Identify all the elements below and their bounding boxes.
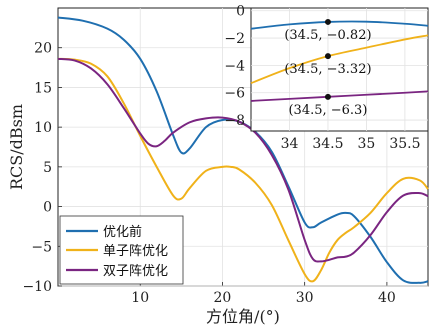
inset-x-tick-label: 35.5 — [389, 136, 420, 152]
inset-y-tick-label: −2 — [224, 31, 245, 47]
inset-marker-label: (34.5, −3.32) — [284, 62, 371, 77]
y-tick-label: 15 — [34, 80, 52, 96]
inset-series-lines — [250, 20, 429, 102]
series-line-2 — [57, 57, 429, 263]
inset-x-tick-label: 34.5 — [312, 136, 343, 152]
legend-label-2: 双子阵优化 — [103, 264, 168, 279]
x-tick-label: 40 — [378, 290, 396, 306]
series-line-0 — [57, 16, 429, 284]
main-series-lines — [57, 16, 429, 284]
inset-marker-point — [324, 93, 331, 100]
y-tick-label: −5 — [31, 239, 52, 255]
x-tick-label: 30 — [296, 290, 314, 306]
legend: 优化前 单子阵优化 双子阵优化 — [59, 215, 184, 285]
inset-y-tick-label: −8 — [224, 113, 245, 129]
inset-series-line-0 — [250, 20, 429, 30]
inset-y-tick-label: 0 — [236, 4, 245, 20]
inset-chart: (34.5, −0.82) (34.5, −3.32) (34.5, −6.3) 3… — [224, 4, 429, 152]
main-tick-labels: 10 20 30 40 20 15 10 5 0 −5 −10 — [22, 41, 395, 306]
inset-plot-area — [250, 7, 429, 132]
y-axis-label: RCS/dBsm — [7, 104, 26, 190]
y-tick-label: 20 — [34, 41, 52, 57]
inset-y-tick-label: −4 — [224, 58, 245, 74]
x-tick-label: 20 — [214, 290, 232, 306]
inset-marker-label: (34.5, −0.82) — [284, 28, 371, 43]
x-axis-label: 方位角/(°) — [206, 307, 280, 326]
inset-marker-label: (34.5, −6.3) — [288, 103, 367, 118]
inset-x-tick-label: 34 — [281, 136, 299, 152]
inset-series-line-2 — [250, 90, 429, 102]
inset-y-tick-label: −6 — [224, 86, 245, 102]
x-tick-label: 10 — [131, 290, 149, 306]
inset-markers: (34.5, −0.82) (34.5, −3.32) (34.5, −6.3) — [284, 18, 372, 118]
y-tick-label: −10 — [22, 279, 52, 295]
legend-label-0: 优化前 — [103, 224, 142, 240]
inset-series-line-1 — [250, 34, 429, 85]
inset-grid — [251, 8, 428, 131]
y-tick-label: 0 — [43, 200, 52, 216]
y-tick-label: 5 — [43, 160, 52, 176]
inset-x-tick-label: 35 — [358, 136, 376, 152]
y-tick-label: 10 — [34, 120, 52, 136]
inset-tick-labels: 34 34.5 35 35.5 0 −2 −4 −6 −8 — [224, 4, 420, 152]
inset-marker-point — [324, 18, 331, 25]
inset-marker-point — [324, 53, 331, 60]
legend-label-1: 单子阵优化 — [103, 244, 168, 259]
